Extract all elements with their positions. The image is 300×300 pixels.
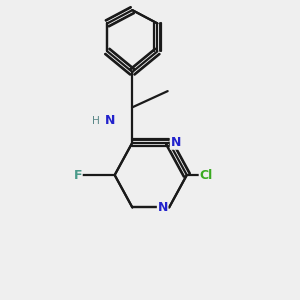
Text: N: N (170, 136, 181, 149)
Text: F: F (74, 169, 82, 182)
Text: N: N (158, 201, 168, 214)
Text: H: H (92, 116, 100, 126)
Text: Cl: Cl (199, 169, 213, 182)
Text: N: N (105, 114, 116, 127)
